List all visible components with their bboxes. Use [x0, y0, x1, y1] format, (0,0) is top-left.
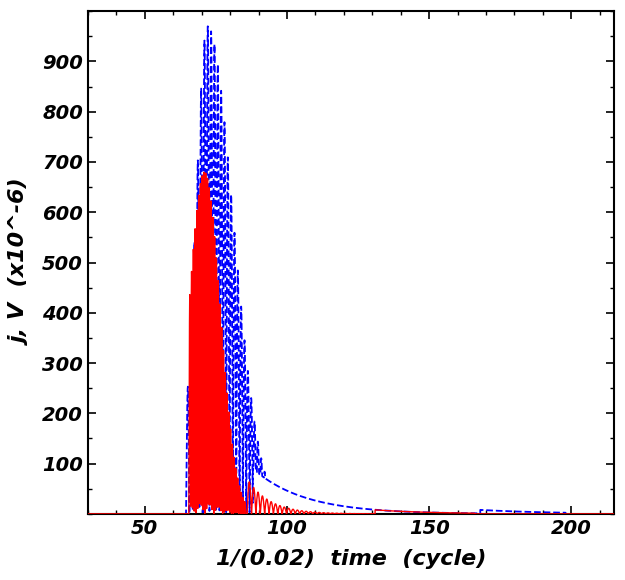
Y-axis label: j, V  (x10^-6): j, V (x10^-6)	[11, 180, 31, 345]
X-axis label: 1/(0.02)  time  (cycle): 1/(0.02) time (cycle)	[216, 549, 486, 569]
